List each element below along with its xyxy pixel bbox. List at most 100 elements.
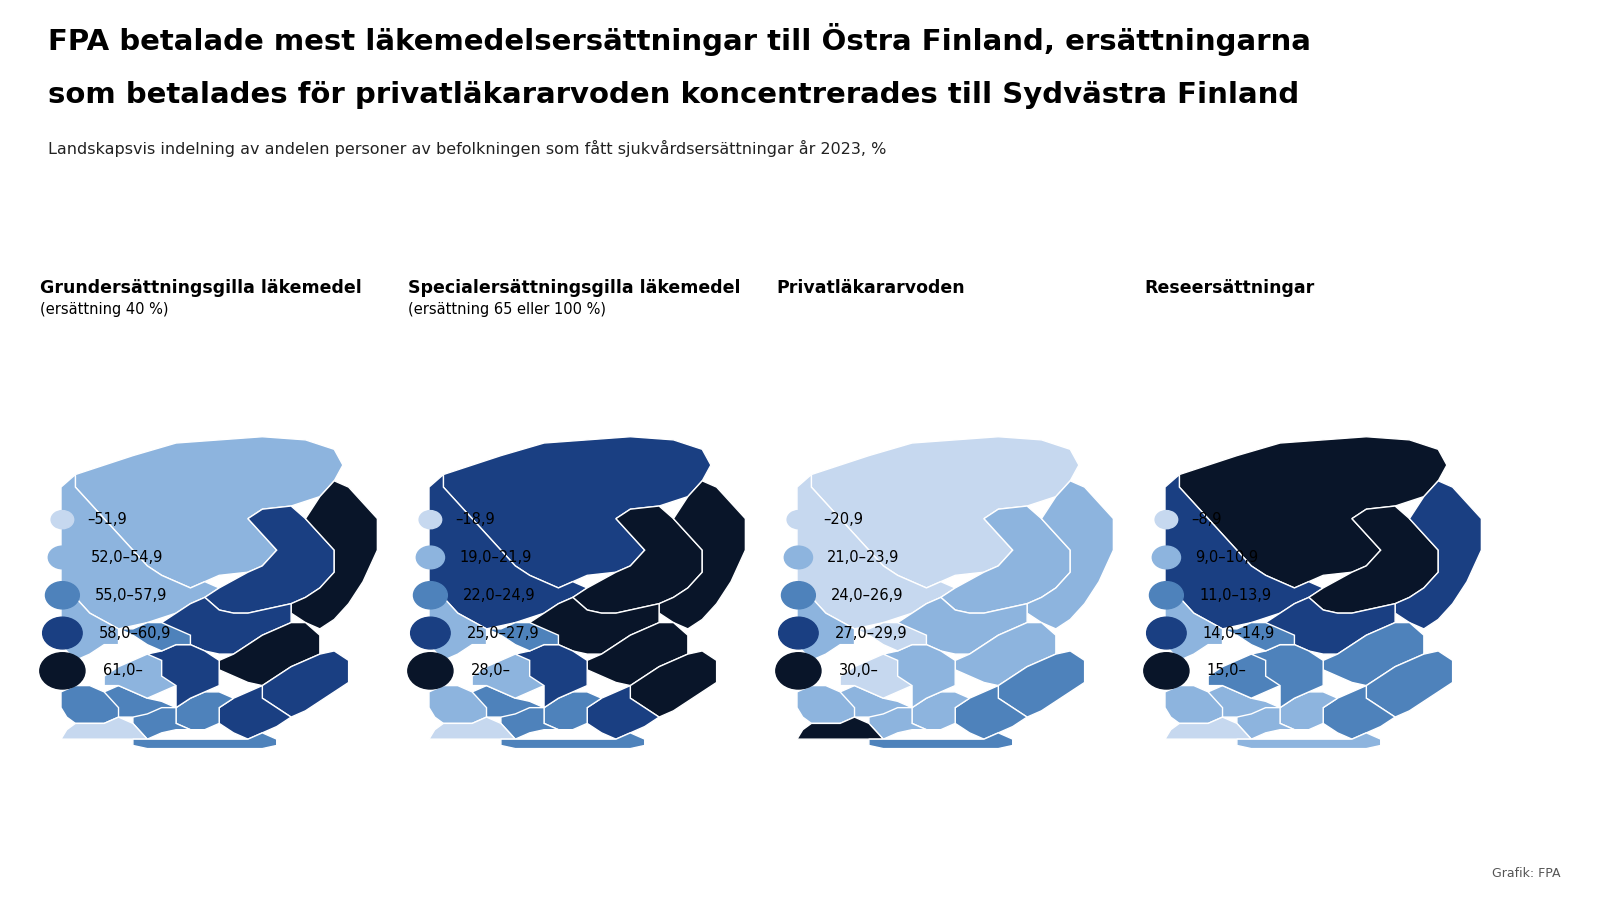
Polygon shape xyxy=(840,686,912,717)
Polygon shape xyxy=(104,686,176,717)
Text: 11,0–13,9: 11,0–13,9 xyxy=(1198,588,1270,603)
Polygon shape xyxy=(1179,436,1446,588)
Text: –51,9: –51,9 xyxy=(88,512,126,527)
Text: 15,0–: 15,0– xyxy=(1206,663,1246,679)
Polygon shape xyxy=(472,686,544,717)
Text: Landskapsvis indelning av andelen personer av befolkningen som fått sjukvårdsers: Landskapsvis indelning av andelen person… xyxy=(48,140,886,157)
Polygon shape xyxy=(262,651,349,717)
Circle shape xyxy=(419,510,442,528)
Text: FPA betalade mest läkemedelsersättningar till Östra Finland, ersättningarna: FPA betalade mest läkemedelsersättningar… xyxy=(48,22,1310,56)
Circle shape xyxy=(45,581,80,609)
Polygon shape xyxy=(1323,686,1395,739)
Polygon shape xyxy=(501,733,645,749)
Polygon shape xyxy=(797,474,955,629)
Text: 25,0–27,9: 25,0–27,9 xyxy=(467,626,539,641)
Polygon shape xyxy=(573,506,702,613)
Text: 22,0–24,9: 22,0–24,9 xyxy=(462,588,536,603)
Polygon shape xyxy=(797,717,883,739)
Text: som betalades för privatläkararvoden koncentrerades till Sydvästra Finland: som betalades för privatläkararvoden kon… xyxy=(48,81,1299,109)
Text: Privatläkararvoden: Privatläkararvoden xyxy=(776,279,965,297)
Polygon shape xyxy=(544,692,602,730)
Text: 55,0–57,9: 55,0–57,9 xyxy=(94,588,168,603)
Text: –20,9: –20,9 xyxy=(824,512,864,527)
Circle shape xyxy=(1152,546,1181,569)
Circle shape xyxy=(416,546,445,569)
Circle shape xyxy=(48,546,77,569)
Polygon shape xyxy=(61,686,118,724)
Polygon shape xyxy=(1323,623,1424,686)
Text: (ersättning 65 eller 100 %): (ersättning 65 eller 100 %) xyxy=(408,302,606,317)
Polygon shape xyxy=(587,623,688,686)
Polygon shape xyxy=(1395,481,1482,629)
Polygon shape xyxy=(912,692,970,730)
Text: Reseersättningar: Reseersättningar xyxy=(1144,279,1314,297)
Polygon shape xyxy=(659,481,746,629)
Polygon shape xyxy=(1165,581,1222,661)
Polygon shape xyxy=(472,651,558,698)
Polygon shape xyxy=(1366,651,1453,717)
Polygon shape xyxy=(797,686,854,724)
Polygon shape xyxy=(1280,692,1338,730)
Polygon shape xyxy=(515,644,587,707)
Circle shape xyxy=(43,617,82,649)
Polygon shape xyxy=(1165,474,1323,629)
Polygon shape xyxy=(1222,623,1294,651)
Polygon shape xyxy=(1165,686,1222,724)
Text: 30,0–: 30,0– xyxy=(838,663,878,679)
Polygon shape xyxy=(883,644,955,707)
Polygon shape xyxy=(854,623,926,651)
Text: 9,0–10,9: 9,0–10,9 xyxy=(1195,550,1258,565)
Polygon shape xyxy=(429,581,486,661)
Text: 61,0–: 61,0– xyxy=(102,663,142,679)
Polygon shape xyxy=(530,598,659,654)
Circle shape xyxy=(1149,581,1184,609)
Polygon shape xyxy=(630,651,717,717)
Circle shape xyxy=(1144,652,1189,689)
Text: (ersättning 40 %): (ersättning 40 %) xyxy=(40,302,168,317)
Text: Grundersättningsgilla läkemedel: Grundersättningsgilla läkemedel xyxy=(40,279,362,297)
Text: 27,0–29,9: 27,0–29,9 xyxy=(835,626,907,641)
Polygon shape xyxy=(162,598,291,654)
Polygon shape xyxy=(898,598,1027,654)
Polygon shape xyxy=(104,651,190,698)
Polygon shape xyxy=(1208,651,1294,698)
Circle shape xyxy=(1147,617,1186,649)
Polygon shape xyxy=(219,623,320,686)
Polygon shape xyxy=(998,651,1085,717)
Polygon shape xyxy=(869,698,926,739)
Polygon shape xyxy=(429,717,515,739)
Polygon shape xyxy=(205,506,334,613)
Text: 58,0–60,9: 58,0–60,9 xyxy=(99,626,171,641)
Polygon shape xyxy=(941,506,1070,613)
Polygon shape xyxy=(840,651,926,698)
Polygon shape xyxy=(61,717,147,739)
Polygon shape xyxy=(118,623,190,651)
Text: 28,0–: 28,0– xyxy=(470,663,510,679)
Polygon shape xyxy=(501,698,558,739)
Polygon shape xyxy=(955,686,1027,739)
Text: 19,0–21,9: 19,0–21,9 xyxy=(459,550,531,565)
Text: Grafik: FPA: Grafik: FPA xyxy=(1491,868,1560,880)
Polygon shape xyxy=(133,698,190,739)
Text: –8,9: –8,9 xyxy=(1192,512,1222,527)
Polygon shape xyxy=(1309,506,1438,613)
Polygon shape xyxy=(1237,733,1381,749)
Polygon shape xyxy=(1237,698,1294,739)
Polygon shape xyxy=(1251,644,1323,707)
Circle shape xyxy=(1155,510,1178,528)
Polygon shape xyxy=(176,692,234,730)
Text: 21,0–23,9: 21,0–23,9 xyxy=(827,550,899,565)
Polygon shape xyxy=(1266,598,1395,654)
Circle shape xyxy=(776,652,821,689)
Polygon shape xyxy=(291,481,378,629)
Circle shape xyxy=(411,617,450,649)
Polygon shape xyxy=(147,644,219,707)
Circle shape xyxy=(51,510,74,528)
Polygon shape xyxy=(429,474,587,629)
Polygon shape xyxy=(443,436,710,588)
Polygon shape xyxy=(587,686,659,739)
Polygon shape xyxy=(1208,686,1280,717)
Circle shape xyxy=(787,510,810,528)
Circle shape xyxy=(779,617,818,649)
Polygon shape xyxy=(61,581,118,661)
